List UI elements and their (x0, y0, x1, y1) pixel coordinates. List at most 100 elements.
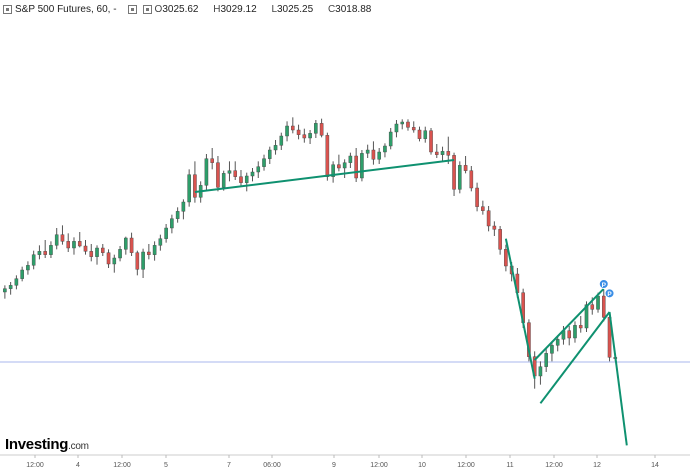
candle-body (538, 366, 543, 377)
candle-body (152, 245, 157, 255)
candle-body (383, 145, 387, 153)
candle-body (181, 201, 186, 212)
candle-body (124, 237, 128, 250)
candle-body (267, 149, 272, 159)
candle-body (216, 162, 220, 188)
candle-body (279, 135, 284, 146)
candle-body (302, 134, 307, 139)
close-value: C3018.88 (327, 3, 372, 15)
trendline-flag-lower[interactable] (539, 311, 611, 404)
candle-body (285, 125, 289, 137)
candle-body (567, 330, 572, 339)
x-tick-label: 14 (651, 462, 659, 469)
candle-body (388, 131, 393, 147)
candle-body (406, 121, 410, 128)
candle-body (596, 295, 600, 310)
trendline-drop-line[interactable] (504, 238, 536, 379)
candle-body (147, 251, 151, 255)
x-tick-label: 12:00 (26, 462, 44, 469)
candle-body (83, 245, 88, 252)
candle-body (118, 249, 122, 259)
candle-body (371, 149, 376, 160)
marker-label: P (607, 291, 612, 298)
high-value: H3029.12 (213, 3, 257, 15)
candle-body (325, 135, 330, 177)
visibility-toggle-icon[interactable] (127, 4, 137, 14)
candle-body (112, 257, 117, 265)
candle-body (204, 158, 209, 186)
candle-body (394, 123, 399, 133)
candle-body (250, 171, 255, 177)
candle-body (550, 345, 554, 354)
settings-square-icon[interactable] (142, 4, 152, 14)
candle-body (170, 218, 174, 229)
candle-body (469, 170, 474, 189)
investing-logo: Investing.com (5, 436, 89, 453)
candle-body (429, 130, 433, 153)
candle-body (135, 252, 140, 270)
candle-body (434, 151, 439, 155)
trendline-support-line-1[interactable] (194, 159, 455, 193)
candle-body (129, 237, 134, 253)
candle-body (37, 251, 42, 255)
candle-body (26, 265, 30, 271)
candle-body (342, 162, 347, 169)
candle-body (54, 234, 59, 246)
candle-body (43, 251, 47, 255)
candle-body (314, 123, 318, 134)
candle-body (492, 225, 497, 230)
marker-badge[interactable] (604, 288, 615, 299)
candle-body (227, 170, 232, 174)
low-value: L3025.25 (271, 3, 314, 15)
candle-body (337, 164, 341, 169)
x-tick-label: 4 (76, 462, 80, 469)
candle-body (95, 247, 99, 257)
marker-badge[interactable] (598, 279, 609, 289)
candle-body (573, 325, 577, 339)
candle-body (360, 153, 364, 179)
candle-body (411, 127, 416, 131)
candle-body (400, 121, 405, 125)
x-tick-label: 12:00 (457, 462, 475, 469)
candle-body (233, 170, 238, 177)
candle-body (31, 254, 36, 266)
candle-body (440, 151, 445, 155)
candle-body (578, 325, 583, 329)
candle-body (164, 227, 168, 239)
x-tick-label: 12 (593, 462, 601, 469)
candle-body (14, 278, 19, 286)
trendline-projection[interactable] (608, 311, 628, 446)
open-value: O3025.62 (154, 3, 199, 15)
candle-body (291, 125, 295, 131)
candle-body (348, 155, 353, 163)
logo-text: Investing (5, 436, 69, 453)
candle-body (417, 129, 422, 139)
candle-body (584, 304, 589, 329)
candle-body (8, 285, 13, 289)
x-tick-label: 12:00 (545, 462, 563, 469)
x-tick-label: 5 (164, 462, 168, 469)
candle-body (498, 229, 502, 250)
candle-body (296, 129, 301, 135)
candle-body (458, 165, 462, 190)
candle-body (319, 123, 324, 136)
candle-body (452, 155, 456, 190)
trendline-flag-upper[interactable] (533, 287, 605, 361)
candle-body (331, 164, 335, 177)
candle-body (158, 238, 163, 246)
candle-body (187, 174, 191, 203)
candle-body (481, 206, 485, 211)
candle-body (504, 249, 508, 267)
candle-body (423, 130, 428, 139)
candle-body (49, 245, 53, 255)
candle-body (273, 145, 278, 151)
candle-body (3, 288, 7, 293)
collapse-icon[interactable] (3, 4, 12, 14)
candle-body (239, 176, 243, 183)
candle-body (555, 339, 560, 346)
x-tick-label: 06:00 (263, 462, 281, 469)
x-tick-label: 11 (506, 462, 513, 469)
candle-body (106, 252, 111, 265)
